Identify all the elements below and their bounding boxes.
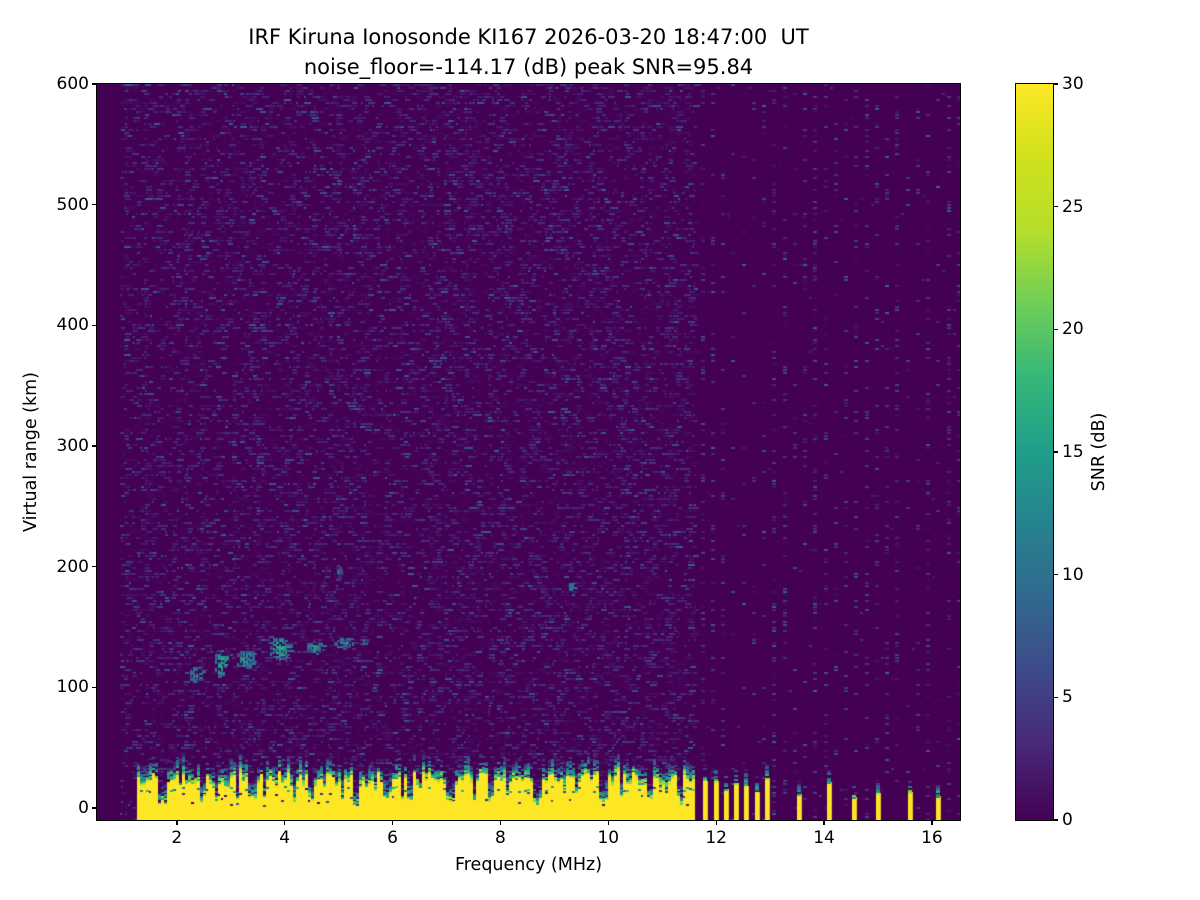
x-tick-mark bbox=[607, 821, 610, 825]
heatmap-canvas bbox=[97, 84, 960, 820]
colorbar-tick-label: 20 bbox=[1062, 319, 1084, 340]
colorbar-label: SNR (dB) bbox=[1089, 412, 1109, 492]
colorbar-tick-label: 15 bbox=[1062, 442, 1084, 462]
x-tick-mark bbox=[176, 821, 178, 825]
colorbar-tick-label: 5 bbox=[1062, 687, 1073, 708]
plot-area bbox=[96, 83, 961, 821]
chart-title-line1: IRF Kiruna Ionosonde KI167 2026-03-20 18… bbox=[248, 25, 809, 49]
colorbar-tick-mark bbox=[1054, 696, 1058, 699]
chart-title-line2: noise_floor=-114.17 (dB) peak SNR=95.84 bbox=[303, 55, 754, 79]
x-tick-label: 4 bbox=[279, 828, 291, 848]
x-tick-label: 16 bbox=[921, 828, 943, 848]
y-tick-label: 300 bbox=[56, 435, 89, 456]
x-tick-label: 8 bbox=[495, 828, 506, 848]
y-tick-label: 200 bbox=[56, 556, 89, 577]
y-tick-mark bbox=[92, 565, 96, 568]
y-tick-label: 0 bbox=[78, 797, 89, 818]
colorbar-tick-label: 0 bbox=[1062, 810, 1073, 830]
x-tick-label: 2 bbox=[171, 828, 183, 848]
x-tick-mark bbox=[499, 821, 502, 825]
colorbar-tick-label: 30 bbox=[1062, 74, 1084, 94]
colorbar-tick-mark bbox=[1054, 83, 1058, 85]
y-tick-mark bbox=[92, 445, 96, 447]
colorbar-tick-label: 10 bbox=[1062, 564, 1084, 585]
y-axis-label: Virtual range (km) bbox=[21, 371, 41, 533]
y-tick-label: 600 bbox=[56, 74, 89, 94]
y-tick-label: 400 bbox=[56, 315, 89, 336]
y-tick-mark bbox=[92, 686, 96, 688]
colorbar-tick-mark bbox=[1054, 205, 1058, 208]
x-tick-mark bbox=[931, 821, 933, 825]
y-tick-label: 500 bbox=[56, 194, 89, 215]
x-tick-mark bbox=[284, 821, 286, 825]
colorbar-tick-mark bbox=[1054, 451, 1058, 453]
x-tick-label: 10 bbox=[597, 828, 620, 848]
colorbar-gradient bbox=[1016, 84, 1053, 820]
y-tick-mark bbox=[92, 807, 96, 809]
x-tick-mark bbox=[715, 821, 717, 825]
x-tick-mark bbox=[823, 821, 825, 825]
x-tick-label: 6 bbox=[387, 828, 398, 848]
colorbar-tick-mark bbox=[1054, 573, 1058, 576]
y-tick-label: 100 bbox=[56, 677, 89, 698]
y-tick-mark bbox=[92, 83, 96, 85]
colorbar-tick-label: 25 bbox=[1062, 196, 1084, 217]
y-tick-mark bbox=[92, 324, 96, 326]
x-axis-label: Frequency (MHz) bbox=[454, 855, 603, 875]
x-tick-mark bbox=[391, 821, 394, 825]
colorbar-tick-mark bbox=[1054, 328, 1058, 331]
colorbar-tick-mark bbox=[1054, 819, 1058, 821]
x-tick-label: 14 bbox=[813, 828, 835, 848]
y-tick-mark bbox=[92, 203, 96, 206]
colorbar bbox=[1015, 83, 1054, 821]
x-tick-label: 12 bbox=[705, 828, 727, 848]
